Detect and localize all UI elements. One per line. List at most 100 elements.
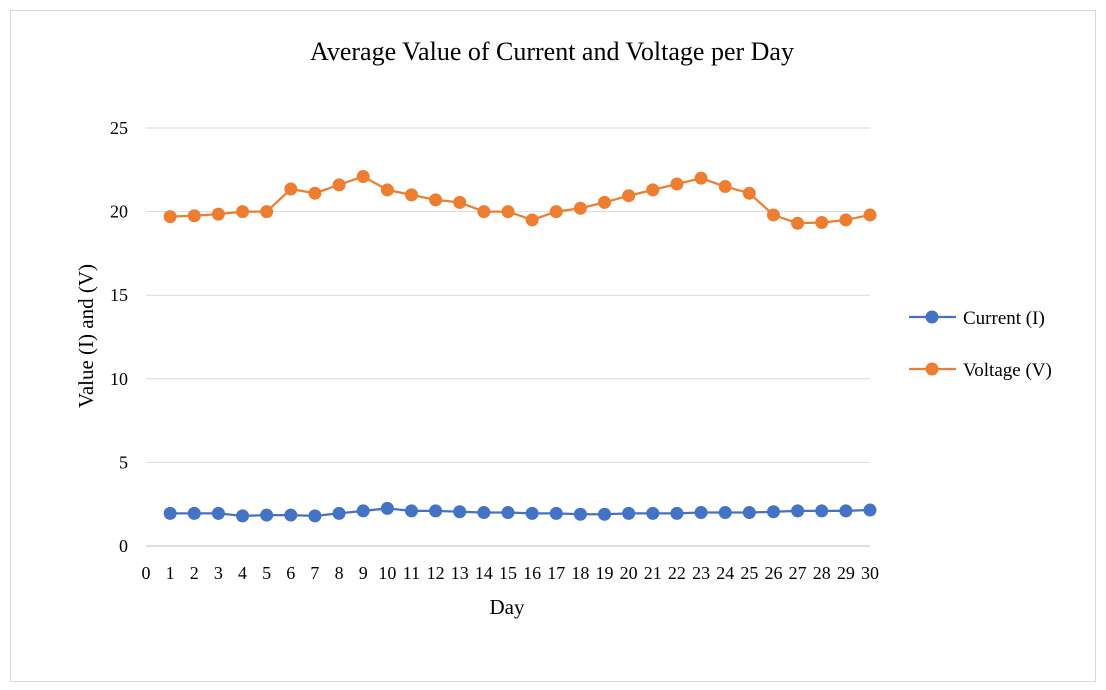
data-point: [573, 201, 587, 215]
data-point: [477, 205, 491, 219]
x-tick-label: 29: [837, 563, 855, 583]
series-layer: [163, 169, 877, 523]
legend-label: Current (I): [963, 308, 1045, 329]
legend: Current (I) Voltage (V): [909, 308, 1052, 381]
x-tick-label: 15: [499, 563, 517, 583]
data-point: [549, 506, 563, 520]
x-tick-label: 27: [789, 563, 807, 583]
data-point: [332, 178, 346, 192]
data-point: [380, 501, 394, 515]
data-point: [429, 504, 443, 518]
data-point: [646, 183, 660, 197]
data-point: [622, 506, 636, 520]
data-point: [525, 213, 539, 227]
data-point: [260, 205, 274, 219]
data-point: [380, 183, 394, 197]
data-point: [718, 180, 732, 194]
data-point: [284, 508, 298, 522]
x-tick-label: 30: [861, 563, 879, 583]
data-point: [622, 189, 636, 203]
x-tick-label: 6: [286, 563, 295, 583]
data-point: [404, 188, 418, 202]
data-point: [815, 504, 829, 518]
chart-frame: [10, 10, 1096, 682]
x-tick-label: 19: [596, 563, 614, 583]
x-tick-label: 21: [644, 563, 662, 583]
data-point: [742, 506, 756, 520]
data-point: [236, 205, 250, 219]
data-point: [284, 182, 298, 196]
x-tick-label: 16: [523, 563, 541, 583]
data-point: [791, 216, 805, 230]
data-point: [477, 506, 491, 520]
data-point: [163, 210, 177, 224]
y-tick-label: 25: [110, 118, 128, 138]
y-tick-label: 5: [119, 452, 128, 472]
x-tick-label: 10: [378, 563, 396, 583]
data-point: [308, 509, 322, 523]
series-line: [170, 507, 871, 518]
data-point: [839, 213, 853, 227]
x-axis-label: Day: [490, 595, 525, 619]
x-tick-label: 12: [427, 563, 445, 583]
data-point: [211, 207, 225, 221]
data-point: [573, 507, 587, 521]
x-tick-label: 20: [620, 563, 638, 583]
data-point: [670, 177, 684, 191]
x-tick-label: 22: [668, 563, 686, 583]
data-point: [525, 506, 539, 520]
data-point: [598, 195, 612, 209]
x-tick-label: 18: [571, 563, 589, 583]
y-tick-label: 20: [110, 202, 128, 222]
series-1: [163, 501, 877, 523]
data-point: [863, 208, 877, 222]
data-point: [356, 504, 370, 518]
x-tick-label: 2: [190, 563, 199, 583]
x-tick-label: 1: [166, 563, 175, 583]
data-point: [187, 506, 201, 520]
x-tick-label: 28: [813, 563, 831, 583]
data-point: [791, 504, 805, 518]
legend-item: Voltage (V): [909, 360, 1052, 381]
data-point: [404, 504, 418, 518]
data-point: [694, 506, 708, 520]
x-tick-label: 3: [214, 563, 223, 583]
data-point: [260, 508, 274, 522]
x-tick-label: 9: [359, 563, 368, 583]
data-point: [453, 505, 467, 519]
series-2: [163, 169, 877, 230]
legend-label: Voltage (V): [963, 360, 1052, 381]
x-tick-label: 26: [764, 563, 782, 583]
data-point: [670, 506, 684, 520]
x-tick-label: 25: [740, 563, 758, 583]
data-point: [598, 507, 612, 521]
data-point: [453, 195, 467, 209]
x-tick-label: 7: [310, 563, 319, 583]
data-point: [839, 504, 853, 518]
y-tick-label: 0: [119, 536, 128, 556]
data-point: [332, 506, 346, 520]
data-point: [863, 503, 877, 517]
y-axis-label: Value (I) and (V): [74, 264, 98, 408]
y-tick-label: 10: [110, 369, 128, 389]
x-tick-label: 0: [142, 563, 151, 583]
x-tick-label: 14: [475, 563, 493, 583]
data-point: [211, 506, 225, 520]
data-point: [549, 205, 563, 219]
x-tick-label: 23: [692, 563, 710, 583]
chart-title: Average Value of Current and Voltage per…: [310, 37, 794, 66]
legend-swatch-marker: [925, 310, 939, 324]
x-tick-label: 5: [262, 563, 271, 583]
data-point: [187, 209, 201, 223]
x-tick-label: 17: [547, 563, 565, 583]
data-point: [236, 509, 250, 523]
data-point: [718, 506, 732, 520]
legend-item: Current (I): [909, 308, 1045, 329]
data-point: [501, 506, 515, 520]
gridlines: [146, 127, 870, 463]
data-point: [815, 215, 829, 229]
x-tick-label: 4: [238, 563, 247, 583]
data-point: [766, 208, 780, 222]
